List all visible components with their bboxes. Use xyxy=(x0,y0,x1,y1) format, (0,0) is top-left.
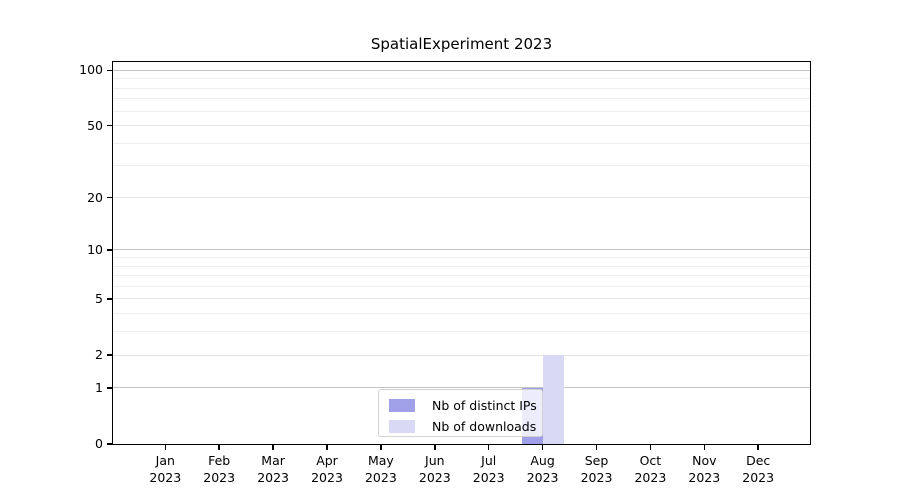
x-tick-label: Sep 2023 xyxy=(580,453,613,485)
x-tick-label: Jul 2023 xyxy=(472,453,505,485)
x-tick-mark xyxy=(218,444,220,450)
y-tick-mark xyxy=(107,354,113,356)
gridline-decade xyxy=(113,69,810,71)
legend: Nb of distinct IPs Nb of downloads xyxy=(378,389,543,437)
x-tick-label: Apr 2023 xyxy=(311,453,343,485)
gridline-major xyxy=(113,354,810,356)
y-tick-label: 2 xyxy=(95,347,103,363)
x-tick-label: Nov 2023 xyxy=(688,453,721,485)
x-tick-mark xyxy=(487,444,490,450)
gridline-minor xyxy=(113,265,810,267)
gridline-major xyxy=(113,298,810,300)
gridline-minor xyxy=(113,78,810,80)
y-tick-label: 20 xyxy=(87,189,103,205)
gridline-minor xyxy=(113,257,810,259)
x-tick-mark xyxy=(272,444,274,450)
x-tick-mark xyxy=(164,444,167,450)
x-tick-mark xyxy=(326,444,328,450)
y-tick-mark xyxy=(107,196,113,199)
gridline-minor xyxy=(113,285,810,287)
x-tick-label: Mar 2023 xyxy=(257,453,289,485)
x-tick-mark xyxy=(703,444,706,450)
gridline-decade xyxy=(113,249,810,251)
x-tick-label: Oct 2023 xyxy=(634,453,667,485)
chart-title: SpatialExperiment 2023 xyxy=(370,35,553,53)
y-tick-label: 100 xyxy=(79,62,103,78)
legend-label-downloads: Nb of downloads xyxy=(432,418,537,434)
legend-swatch-downloads xyxy=(389,419,415,433)
y-tick-label: 50 xyxy=(87,117,103,133)
x-tick-mark xyxy=(434,444,436,450)
gridline-minor xyxy=(113,331,810,333)
x-tick-mark xyxy=(541,444,544,450)
x-tick-label: Dec 2023 xyxy=(742,453,775,485)
gridline-minor xyxy=(113,87,810,89)
x-tick-mark xyxy=(649,444,652,450)
gridline-decade xyxy=(113,387,810,389)
legend-swatch-distinct-ips xyxy=(389,398,415,412)
gridline-minor xyxy=(113,110,810,112)
gridline-minor xyxy=(113,275,810,277)
x-tick-label: Aug 2023 xyxy=(526,453,559,485)
y-tick-mark xyxy=(107,249,113,251)
y-tick-label: 5 xyxy=(95,290,103,306)
y-tick-label: 1 xyxy=(95,379,103,395)
x-tick-label: May 2023 xyxy=(364,453,397,485)
gridline-minor xyxy=(113,165,810,167)
legend-label-distinct-ips: Nb of distinct IPs xyxy=(432,397,537,413)
legend-entry-distinct-ips: Nb of distinct IPs xyxy=(389,396,542,414)
x-tick-mark xyxy=(757,444,759,450)
gridline-minor xyxy=(113,98,810,100)
bar-downloads xyxy=(542,355,564,444)
legend-entry-downloads: Nb of downloads xyxy=(389,417,542,435)
x-tick-mark xyxy=(595,444,598,450)
y-tick-label: 0 xyxy=(95,436,103,451)
y-tick-mark xyxy=(107,387,113,389)
y-tick-mark xyxy=(107,69,113,72)
y-tick-mark xyxy=(107,298,113,300)
gridline-major xyxy=(113,125,810,127)
gridline-major xyxy=(113,197,810,199)
x-tick-label: Jan 2023 xyxy=(149,453,182,485)
gridline-minor xyxy=(113,142,810,144)
x-tick-label: Jun 2023 xyxy=(418,453,451,485)
gridline-minor xyxy=(113,313,810,315)
y-tick-label: 10 xyxy=(87,241,103,257)
x-tick-label: Feb 2023 xyxy=(203,453,236,485)
y-tick-mark xyxy=(107,124,113,127)
y-tick-mark xyxy=(107,443,113,445)
x-tick-mark xyxy=(380,444,382,450)
